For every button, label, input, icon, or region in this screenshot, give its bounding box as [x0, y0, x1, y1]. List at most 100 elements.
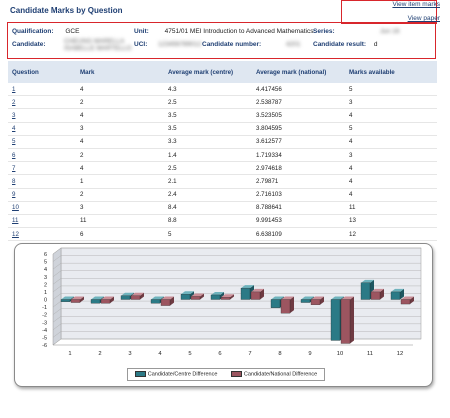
question-link[interactable]: 4: [12, 125, 16, 133]
bar-top: [301, 296, 314, 300]
bar-top: [371, 288, 384, 292]
cell-mark: 2: [76, 188, 164, 202]
cell-marks-available: 11: [345, 201, 437, 215]
candidate-number-label: Candidate number:: [202, 41, 262, 48]
bar-centre: [360, 282, 371, 300]
view-paper-link[interactable]: View paper: [407, 15, 440, 22]
question-link[interactable]: 8: [12, 177, 16, 185]
cell-avg-centre: 2.5: [164, 161, 252, 176]
grid-line: [52, 308, 62, 315]
x-tick-label: 4: [158, 351, 162, 357]
bar-side: [170, 296, 174, 306]
question-link[interactable]: 11: [12, 217, 19, 225]
question-link[interactable]: 12: [12, 230, 19, 238]
candidate-result-label: Candidate result:: [313, 41, 367, 48]
bar-centre: [180, 294, 191, 300]
question-link[interactable]: 7: [12, 164, 16, 172]
x-tick-label: 7: [248, 351, 251, 357]
candidate-name-line-2: ISABELLE MARTELLO: [64, 45, 132, 52]
question-link[interactable]: 2: [12, 98, 16, 106]
bar-national: [340, 299, 351, 344]
question-link[interactable]: 6: [12, 151, 16, 159]
legend-label-national: Candidate/National Difference: [243, 371, 318, 378]
grid-line: [52, 316, 62, 323]
candidate-name: CHEUNG MARELLA ISABELLE MARTELLO: [64, 38, 131, 52]
cell-marks-available: 4: [345, 188, 437, 202]
bar-national: [280, 299, 291, 314]
y-tick-label: 4: [44, 267, 47, 273]
bar-national: [370, 291, 381, 300]
cell-avg-national: 3.523505: [252, 108, 345, 123]
question-link[interactable]: 5: [12, 138, 16, 146]
header-avg-national: Average mark (national): [256, 68, 327, 76]
cell-mark: 3: [76, 122, 164, 136]
x-tick-label: 2: [98, 351, 101, 357]
x-tick-label: 8: [278, 351, 281, 357]
cell-marks-available: 13: [345, 214, 437, 229]
grid-line: [52, 247, 62, 255]
candidate-label: Candidate:: [12, 41, 46, 48]
table-row: 2 2 2.5 2.538787 3: [8, 95, 437, 110]
cell-avg-national: 2.79871: [252, 174, 345, 189]
question-link[interactable]: 10: [12, 204, 19, 212]
cell-question: 4: [8, 122, 76, 136]
cell-marks-available: 4: [345, 135, 437, 149]
bar-top: [311, 296, 324, 300]
bar-side: [80, 296, 84, 303]
grid-line: [52, 323, 62, 330]
cell-marks-available: 4: [345, 174, 437, 189]
x-tick-label: 6: [218, 351, 221, 357]
cell-mark: 4: [76, 135, 164, 149]
x-tick-label: 3: [128, 351, 131, 357]
cell-avg-centre: 8.8: [164, 214, 252, 229]
series-value: Jun 16: [380, 28, 400, 35]
question-link[interactable]: 3: [12, 111, 16, 119]
bar-national: [220, 297, 231, 300]
question-link[interactable]: 9: [12, 191, 16, 199]
cell-marks-available: 12: [345, 227, 437, 242]
candidate-name-line-1: CHEUNG MARELLA: [64, 38, 125, 45]
cell-question: 2: [8, 95, 76, 110]
grid-line: [52, 338, 62, 346]
table-row: 3 4 3.5 3.523505 4: [8, 108, 437, 123]
bar-centre: [240, 287, 251, 300]
x-tick-label: 10: [337, 351, 343, 357]
header-marks-available: Marks available: [349, 68, 395, 76]
cell-avg-centre: 3.5: [164, 122, 252, 136]
table-row: 10 3 8.4 8.788641 11: [8, 201, 437, 215]
bar-centre: [390, 291, 401, 300]
cell-mark: 4: [76, 108, 164, 123]
x-tick-label: 1: [68, 351, 71, 357]
y-tick-label: 5: [44, 260, 47, 266]
cell-mark: 3: [76, 201, 164, 215]
cell-avg-centre: 3.5: [164, 108, 252, 123]
view-item-marks-link[interactable]: View item marks: [392, 1, 440, 8]
header-avg-centre: Average mark (centre): [168, 68, 234, 76]
bar-national: [130, 295, 141, 300]
bar-top: [331, 296, 344, 300]
cell-question: 7: [8, 161, 76, 176]
bar-top: [401, 296, 414, 300]
cell-avg-centre: 5: [164, 227, 252, 242]
question-link[interactable]: 1: [12, 85, 16, 93]
bar-side: [140, 292, 144, 300]
table-row: 12 6 5 6.638109 12: [8, 227, 437, 242]
bar-top: [161, 296, 174, 300]
cell-question: 10: [8, 201, 76, 215]
bar-top: [91, 296, 104, 300]
candidate-info-box: Qualification: GCE Unit: 4751/01 MEI Int…: [7, 22, 436, 59]
cell-avg-centre: 4.3: [164, 83, 252, 97]
bar-centre: [300, 299, 311, 303]
cell-question: 3: [8, 108, 76, 123]
cell-avg-national: 2.538787: [252, 95, 345, 110]
candidate-row: Candidate:: [12, 41, 46, 48]
cell-question: 12: [8, 227, 76, 242]
bar-top: [251, 288, 264, 292]
y-tick-label: 3: [44, 275, 47, 281]
cell-mark: 6: [76, 227, 164, 242]
bar-side: [320, 296, 324, 305]
series-label: Series:: [313, 28, 335, 35]
y-tick-label: -5: [42, 335, 47, 341]
legend-swatch-centre: [134, 371, 146, 378]
bar-centre: [120, 295, 131, 300]
